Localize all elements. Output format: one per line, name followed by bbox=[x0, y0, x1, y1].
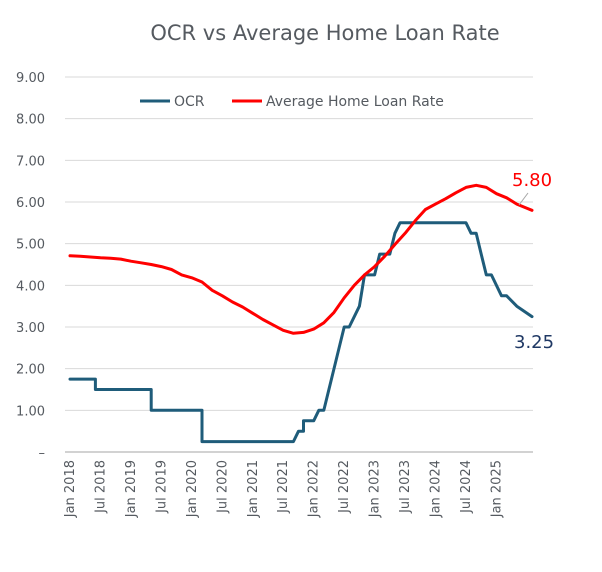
x-tick-label: Jan 2020 bbox=[185, 460, 200, 518]
end-label-home-loan: 5.80 bbox=[512, 170, 552, 191]
x-tick-label: Jul 2020 bbox=[215, 460, 230, 514]
x-tick-label: Jan 2023 bbox=[368, 460, 383, 518]
series-line-home-loan bbox=[68, 183, 534, 335]
x-tick-label: Jan 2018 bbox=[63, 460, 78, 518]
x-tick-label: Jul 2023 bbox=[398, 460, 413, 514]
x-tick-label: Jul 2024 bbox=[459, 460, 474, 514]
series-lines bbox=[68, 183, 534, 444]
x-tick-label: Jan 2024 bbox=[429, 460, 444, 518]
legend-label-home-loan: Average Home Loan Rate bbox=[266, 94, 444, 110]
y-tick-label: – bbox=[39, 446, 46, 461]
end-label-leader-line bbox=[518, 192, 529, 206]
x-tick-label: Jan 2021 bbox=[246, 460, 261, 518]
x-axis-ticks: Jan 2018 Jul 2018 Jan 2019 Jul 2019 Jan 2020… bbox=[63, 460, 504, 518]
x-tick-label: Jul 2021 bbox=[276, 460, 291, 514]
y-tick-label: 9.00 bbox=[16, 71, 45, 86]
y-tick-label: 5.00 bbox=[16, 238, 45, 253]
y-tick-label: 7.00 bbox=[16, 154, 45, 169]
x-tick-label: Jan 2019 bbox=[124, 460, 139, 518]
y-tick-label: 6.00 bbox=[16, 196, 45, 211]
y-axis-ticks: – 1.00 2.00 3.00 4.00 5.00 6.00 7.00 8.00 9.00 bbox=[16, 71, 45, 461]
chart-title: OCR vs Average Home Loan Rate bbox=[150, 21, 499, 45]
x-tick-label: Jul 2022 bbox=[337, 460, 352, 514]
end-label-ocr: 3.25 bbox=[514, 332, 554, 353]
end-labels: 5.80 3.25 bbox=[512, 170, 554, 353]
legend: OCR Average Home Loan Rate bbox=[140, 94, 444, 110]
y-tick-label: 4.00 bbox=[16, 279, 45, 294]
legend-label-ocr: OCR bbox=[174, 94, 205, 110]
x-tick-label: Jul 2018 bbox=[93, 460, 108, 514]
y-tick-label: 8.00 bbox=[16, 113, 45, 128]
y-tick-label: 3.00 bbox=[16, 321, 45, 336]
y-tick-label: 2.00 bbox=[16, 363, 45, 378]
gridlines bbox=[65, 76, 533, 411]
x-tick-label: Jan 2025 bbox=[489, 460, 504, 518]
x-tick-label: Jan 2022 bbox=[307, 460, 322, 518]
y-tick-label: 1.00 bbox=[16, 404, 45, 419]
x-tick-label: Jul 2019 bbox=[154, 460, 169, 514]
series-line-ocr bbox=[68, 221, 534, 444]
